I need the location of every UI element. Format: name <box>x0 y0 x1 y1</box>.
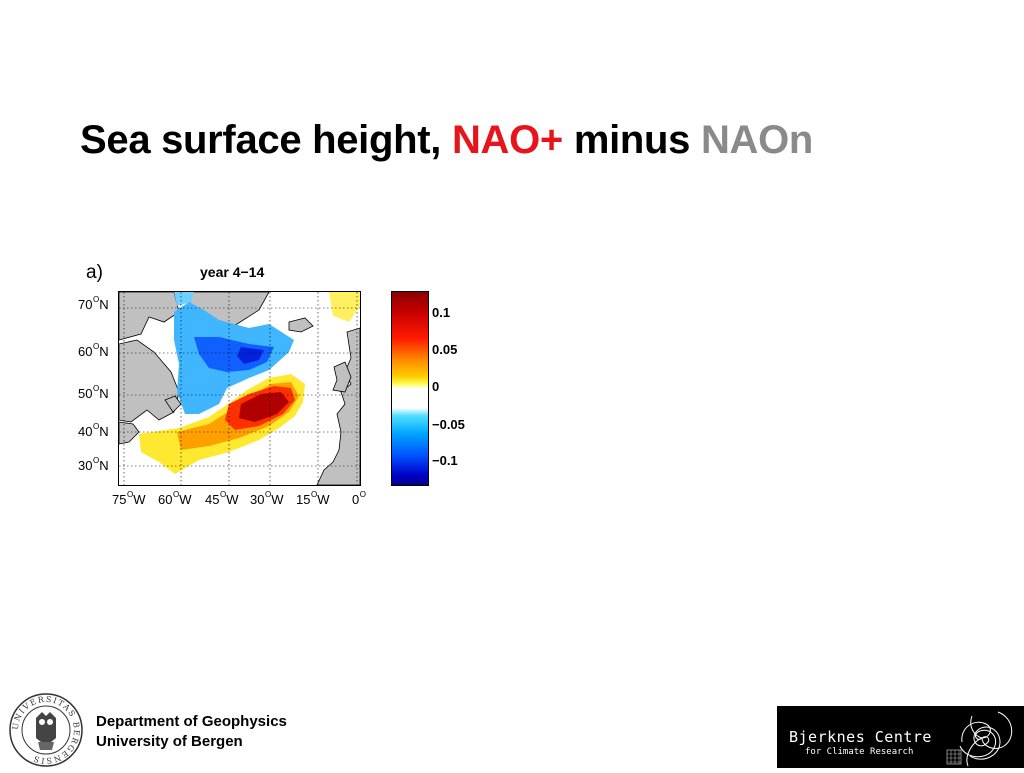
colorbar-tick-0-05: 0.05 <box>432 342 458 357</box>
title-nao-n: NAOn <box>700 118 814 162</box>
ssh-map <box>118 291 361 486</box>
department-block: Department of Geophysics University of B… <box>96 712 287 752</box>
lat-label-30n: 30ON <box>78 456 109 473</box>
university-name: University of Bergen <box>96 733 243 750</box>
land-britain <box>332 361 352 393</box>
lon-label-30w: 30OW <box>250 490 284 507</box>
lon-label-60w: 60OW <box>158 490 192 507</box>
land-europe <box>316 327 360 485</box>
panel-label: a) <box>86 262 103 283</box>
partner-name: Bjerknes Centre <box>789 728 932 746</box>
partner-subtitle: for Climate Research <box>805 747 914 757</box>
ssh-map-graphic <box>119 292 360 485</box>
lat-label-40n: 40ON <box>78 422 109 439</box>
land-iceland <box>288 317 314 333</box>
ssh-negative-deep <box>237 347 264 364</box>
colorbar <box>391 291 429 486</box>
colorbar-tick-0-1: 0.1 <box>432 305 451 320</box>
swirl-icon <box>946 711 1013 767</box>
land-us-coast <box>119 421 140 445</box>
lon-label-75w: 75OW <box>112 490 146 507</box>
map-title: year 4−14 <box>200 264 265 280</box>
ssh-positive-core <box>239 392 289 422</box>
lon-label-45w: 45OW <box>205 490 239 507</box>
ssh-negative-core <box>194 337 274 372</box>
lon-label-0: 0O <box>352 490 366 507</box>
bjerknes-centre-logo: Bjerknes Centre for Climate Research <box>777 706 1024 768</box>
lat-label-50n: 50ON <box>78 384 109 401</box>
slide-title: Sea surface height, NAO+ minus NAOn <box>80 118 813 163</box>
ssh-arctic-east <box>329 292 360 322</box>
colorbar-tick-neg-0-05: −0.05 <box>432 417 465 432</box>
colorbar-tick-0: 0 <box>432 379 440 394</box>
lon-label-15w: 15OW <box>296 490 330 507</box>
land-labrador <box>119 339 180 423</box>
university-seal-logo: UNIVERSITAS BERGENSIS <box>8 692 84 768</box>
title-part-3: minus <box>573 118 691 162</box>
ssh-negative-arctic <box>174 292 194 306</box>
land-canada <box>119 292 180 341</box>
lat-label-60n: 60ON <box>78 342 109 359</box>
title-nao-plus: NAO+ <box>451 118 563 162</box>
department-name: Department of Geophysics <box>96 713 287 730</box>
lat-label-70n: 70ON <box>78 295 109 312</box>
graticule <box>119 292 360 485</box>
colorbar-tick-neg-0-1: −0.1 <box>432 453 458 468</box>
title-part-1: Sea surface height, <box>80 118 442 162</box>
